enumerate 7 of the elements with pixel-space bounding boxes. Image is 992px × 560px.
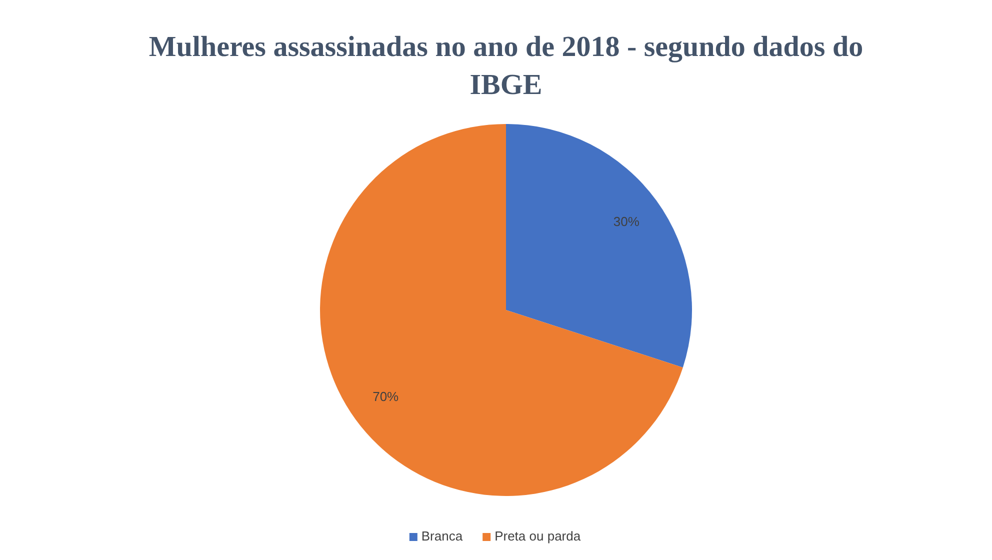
- data-label: 70%: [372, 388, 400, 404]
- pie-slice: [320, 124, 683, 496]
- legend-label: Branca: [421, 528, 464, 544]
- data-label: 30%: [613, 214, 640, 229]
- pie-slice: [506, 124, 692, 368]
- legend-label: Preta ou parda: [494, 528, 582, 544]
- chart-title: Mulheres assassinadas no ano de 2018 - segundo dados do IBGE: [148, 31, 864, 101]
